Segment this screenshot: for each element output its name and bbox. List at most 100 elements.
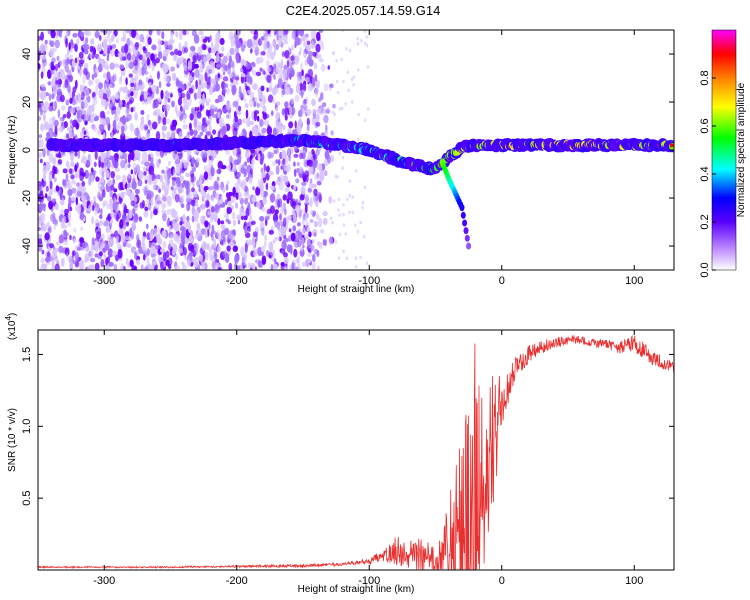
spectrogram-cell [181,162,185,172]
spectrogram-cell [52,165,56,175]
spectrogram-cell [315,43,321,53]
spectrogram-cell [79,237,84,244]
spectrogram-cell [78,59,85,64]
spectrogram-cell [193,129,198,137]
spectrogram-cell [283,40,289,45]
spectrogram-cell [91,103,95,113]
spectrogram-cell [199,68,204,73]
spectrogram-cell [316,53,322,59]
spectrogram-cell [237,191,243,201]
spectrogram-cell [138,54,143,61]
spectrogram-cell [238,86,242,95]
spectrogram-cell [240,73,246,78]
spectrogram-cell [259,215,265,222]
spectrogram-cell [107,30,110,39]
spectrogram-cell [209,35,212,42]
spectrogram-cell [95,84,99,91]
spectrogram-cell [342,203,345,207]
spectrogram-cell [89,40,95,45]
spectrogram-cell [44,43,48,51]
snr-x-tick-label: 100 [625,575,643,587]
spectrogram-cell [129,122,135,132]
spectrogram-cell [148,81,152,87]
spectrogram-cell [179,30,183,41]
spectrogram-cell [196,111,202,119]
spectrogram-cell [95,176,100,182]
spectrogram-cell [111,44,117,49]
spectrogram-cell [202,117,206,127]
spectrogram-cell [54,63,59,72]
spectrogram-cell [49,243,54,249]
spectrogram-cell [74,260,79,268]
spectrogram-cell [90,167,94,173]
spectrogram-cell [333,199,336,203]
spectrogram-cell [63,121,68,128]
spectrogram-cell [365,261,369,266]
spectrogram-cell [273,74,276,80]
snr-x-tick-label: 0 [499,575,505,587]
spectrogram-cell [282,156,286,167]
spectrogram-cell [60,257,65,267]
spectrogram-cell [295,83,301,94]
spectrogram-cell [150,197,154,207]
spectrogram-cell [307,84,311,89]
spectrogram-cell [91,216,94,225]
spectrogram-x-tick-label: 100 [625,275,643,287]
spectrogram-cell [323,83,329,92]
snr-series-line [38,334,674,570]
spectrogram-cell [316,241,321,247]
spectrogram-cell [179,220,183,226]
spectrogram-cell [232,245,238,252]
spectrogram-cell [231,211,236,220]
spectrogram-cell [222,87,227,95]
spectrogram-cell [66,111,71,119]
spectrogram-cell [183,161,188,169]
spectrogram-cell [184,47,188,54]
spectrogram-cell [190,199,195,207]
spectrogram-cell [79,212,85,220]
spectrogram-cell [301,181,307,186]
spectrogram-cell [194,106,197,112]
spectrogram-cell [334,240,338,244]
spectrogram-cell [252,186,255,191]
spectrogram-cell [225,184,229,191]
spectrogram-cell [175,31,179,38]
snr-x-tick-label: -100 [358,575,380,587]
spectrogram-cell [157,39,163,46]
spectrogram-cell [125,77,128,86]
spectrogram-cell [202,44,207,50]
spectrogram-cell [76,38,80,46]
spectrogram-cell [157,256,161,262]
spectrogram-cell [58,60,62,67]
spectrogram-cell [98,63,103,73]
spectrogram-cell [140,160,146,165]
colorbar-ticks: 0.0 0.2 0.4 0.6 0.8 [699,70,716,278]
spectrogram-cell [130,200,136,207]
spectrogram-cell [350,77,354,81]
spectrogram-cell [293,153,299,158]
spectrogram-cell [39,139,44,148]
spectrogram-cell [217,94,223,103]
spectrogram-cell [103,253,106,259]
spectrogram-cell [323,114,329,124]
spectrogram-cell [306,56,312,65]
spectrogram-cell [333,112,336,117]
spectrogram-cell [134,74,139,82]
spectrogram-cell [200,228,206,235]
spectrogram-cell [60,105,66,111]
spectrogram-cell [307,68,314,79]
spectrogram-cell [241,215,244,221]
spectrogram-cell [128,210,133,219]
spectrogram-cell [277,199,280,210]
spectrogram-cell [270,110,274,116]
spectrogram-cell [272,239,276,244]
spectrogram-cell [70,152,74,162]
spectrogram-cell [109,198,113,208]
spectrogram-branch-cell [466,242,472,250]
spectrogram-cell [71,98,77,106]
spectrogram-cell [306,124,310,132]
spectrogram-cell [165,48,169,58]
spectrogram-cell [201,241,207,251]
spectrogram-cell [195,79,199,90]
spectrogram-cell [321,41,324,51]
